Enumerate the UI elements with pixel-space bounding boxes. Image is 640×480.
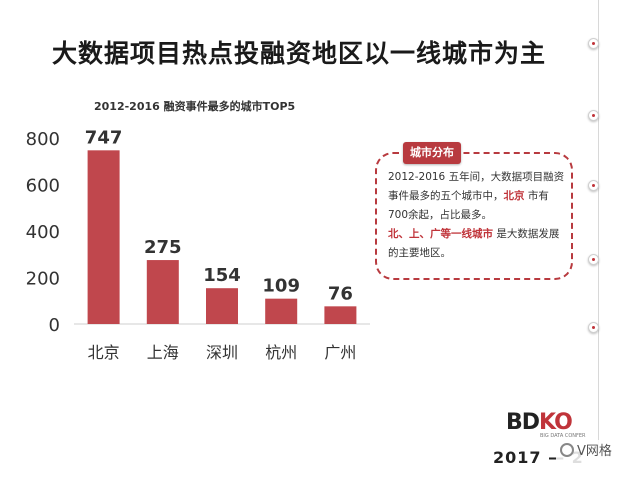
callout-text: 2012-2016 五年间，大数据项目融资事件最多的五个城市中，北京 市有700… [388,168,568,263]
callout-line2-end: 是大数据发展的主要地区。 [388,228,560,259]
logo-text-c: O [554,410,573,435]
y-tick-label: 400 [26,222,60,243]
bar [265,298,298,324]
bar [87,150,120,324]
logo-text-b: K [539,410,555,435]
data-label: 76 [328,283,353,304]
callout-box [375,152,573,280]
callout-highlight-beijing: 北京 [503,190,525,202]
category-label: 北京 [88,343,120,362]
bar [324,306,357,324]
watermark-text: V网格 [577,444,612,459]
data-label: 154 [203,265,241,286]
category-label: 杭州 [265,343,297,362]
data-label: 109 [262,276,300,297]
timeline-dot [588,254,599,265]
data-label: 747 [85,127,123,148]
callout-line1: 2012-2016 五年间，大数据项目融资事件最多的五个城市中， [388,171,565,202]
callout-tag: 城市分布 [403,142,461,164]
timeline-dot [588,110,599,121]
bdko-logo: BDKO [506,410,573,435]
y-tick-label: 0 [49,315,60,336]
callout-highlight-tier1: 北、上、广等一线城市 [388,228,493,240]
category-label: 上海 [147,343,179,362]
callout-line1-end: 市有700余起，占比最多。 [388,190,549,221]
y-tick-label: 600 [26,176,60,197]
chart-title: 2012-2016 融资事件最多的城市TOP5 [94,100,296,113]
y-tick-label: 200 [26,269,60,290]
bar [206,288,238,324]
y-tick-label: 800 [26,129,60,150]
data-label: 275 [144,237,182,258]
watermark: V网格 [556,440,632,464]
category-label: 广州 [324,343,356,362]
timeline-dot [588,38,599,49]
bar [146,260,179,324]
timeline-dot [588,322,599,333]
wechat-icon [560,443,574,457]
logo-text-a: BD [506,410,540,435]
logo-subtitle: BIG DATA CONFER [540,433,586,439]
timeline-dot [588,180,599,191]
timeline-line [598,0,599,450]
slide-title: 大数据项目热点投融资地区以一线城市为主 [52,39,547,68]
category-label: 深圳 [206,343,238,362]
